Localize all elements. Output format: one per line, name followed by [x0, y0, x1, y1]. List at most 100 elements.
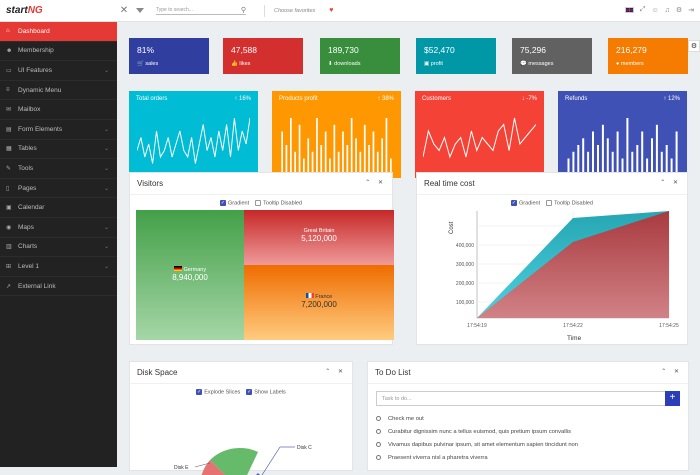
stat-card-members[interactable]: 216,279 ● members — [608, 38, 688, 74]
sparkline-bar — [567, 158, 570, 172]
panel-controls[interactable]: ⌃ ✕ — [660, 180, 681, 186]
settings-gear-icon[interactable]: ⚙ — [688, 40, 700, 52]
chevron-down-icon: ⌄ — [103, 244, 109, 251]
radio-circle-icon[interactable] — [376, 416, 381, 421]
sparkline-bar — [626, 118, 629, 172]
sidebar-item-tools[interactable]: ✎ Tools ⌄ — [0, 159, 117, 179]
sidebar-item-mailbox[interactable]: ✉ Mailbox — [0, 100, 117, 120]
sparkline-bar — [655, 124, 658, 172]
tooltip-checkbox[interactable]: Tooltip Disabled — [255, 200, 302, 206]
sidebar-item-tables[interactable]: ▦ Tables ⌄ — [0, 140, 117, 160]
sidebar-item-label: UI Features — [18, 66, 52, 74]
radio-circle-icon[interactable] — [376, 442, 381, 447]
task-input[interactable]: Task to do... + — [376, 391, 680, 406]
tooltip-checkbox[interactable]: Tooltip Disabled — [546, 200, 593, 206]
sidebar-item-label: Pages — [18, 184, 37, 192]
todo-item[interactable]: Vivamus dapibus pulvinar ipsum, sit amet… — [368, 438, 688, 451]
flag-fr-icon — [305, 293, 314, 298]
pie-label-disk-c: Disk C — [297, 445, 312, 451]
sidebar-item-external-link[interactable]: ↗ External Link — [0, 277, 117, 297]
sparkline-chart — [137, 117, 250, 164]
stat-card-profit[interactable]: $52,470 ▣ profit — [416, 38, 496, 74]
sparkline-bar — [368, 145, 370, 172]
sidebar-item-level-1[interactable]: ⊞ Level 1 ⌄ — [0, 257, 117, 277]
chevron-down-icon: ⌄ — [103, 126, 109, 133]
gradient-checkbox[interactable]: ✓ Gradient — [220, 200, 250, 207]
sparkline-bar — [646, 158, 649, 172]
triangle-down-icon[interactable] — [136, 8, 144, 13]
trend-card-title: Refunds — [565, 96, 588, 102]
stat-card-downloads[interactable]: 189,730 ⬇ downloads — [320, 38, 400, 74]
radio-circle-icon[interactable] — [376, 429, 381, 434]
todo-item[interactable]: Check me out — [368, 412, 688, 425]
stat-card-sales[interactable]: 81% 🛒 sales — [129, 38, 209, 74]
treemap-great-britain[interactable]: Great Britain 5,120,000 — [244, 210, 394, 265]
x-tick: 17:54:25 — [659, 323, 679, 329]
labels-checkbox[interactable]: ✓ Show Labels — [246, 389, 286, 396]
sidebar-item-membership[interactable]: ☻ Membership — [0, 42, 117, 62]
sidebar-item-maps[interactable]: ◉ Maps ⌄ — [0, 218, 117, 238]
disk-space-panel: Disk Space ⌃ ✕ ✓ Explode Slices ✓ Show Labe… — [129, 361, 353, 475]
realtime-title: Real time cost — [424, 179, 475, 188]
chevron-down-icon: ⌄ — [103, 224, 109, 231]
sidebar-item-pages[interactable]: ▯ Pages ⌄ — [0, 179, 117, 199]
comment-icon: 💬 — [520, 61, 527, 67]
panel-controls[interactable]: ⌃ ✕ — [325, 369, 346, 375]
pie-label-disk-e: Disk E — [174, 465, 189, 471]
panel-controls[interactable]: ⌃ ✕ — [365, 180, 386, 186]
sparkline-bar — [641, 131, 644, 172]
sparkline-bar — [636, 145, 639, 172]
sidebar-item-ui-features[interactable]: ▭ UI Features ⌄ — [0, 61, 117, 81]
cog-icon[interactable]: ⚙ — [675, 7, 683, 14]
sidebar-item-calendar[interactable]: ▣ Calendar — [0, 198, 117, 218]
sidebar-item-charts[interactable]: ▥ Charts ⌄ — [0, 238, 117, 258]
search-input[interactable]: Type to search... ⚲ — [156, 7, 246, 15]
user-icon[interactable]: ☺ — [651, 6, 659, 14]
series-red-area — [477, 211, 669, 318]
todo-item[interactable]: Curabitur dignissim nunc a tellus euismo… — [368, 425, 688, 438]
gradient-checkbox[interactable]: ✓ Gradient — [511, 200, 541, 207]
todo-text: Check me out — [388, 415, 424, 422]
flag-uk-icon[interactable] — [624, 7, 634, 13]
treemap-germany[interactable]: Germany 8,940,000 — [136, 210, 244, 340]
bell-icon[interactable]: ♫ — [664, 6, 670, 14]
sparkline-bar — [294, 151, 296, 172]
favorites-select[interactable]: Choose favorites — [274, 7, 316, 14]
stat-label: likes — [239, 61, 251, 67]
sparkline-bar — [320, 145, 323, 172]
stat-label: sales — [145, 61, 159, 67]
signout-icon[interactable]: ⇥ — [688, 7, 694, 14]
stat-card-likes[interactable]: 47,588 👍 likes — [223, 38, 303, 74]
add-task-button[interactable]: + — [665, 391, 680, 406]
sidebar-item-dynamic-menu[interactable]: ≡ Dynamic Menu — [0, 81, 117, 101]
close-icon[interactable]: ✕ — [119, 5, 129, 16]
expand-icon[interactable]: ⤢ — [639, 6, 646, 13]
sidebar-item-label: Calendar — [18, 204, 45, 212]
sparkline-bar — [285, 145, 288, 172]
envelope-icon: ✉ — [6, 107, 12, 114]
heart-icon[interactable]: ♥ — [329, 7, 334, 14]
sparkline-bar — [582, 138, 585, 172]
sidebar-item-label: Dashboard — [18, 27, 50, 35]
radio-circle-icon[interactable] — [376, 455, 381, 460]
panel-controls[interactable]: ⌃ ✕ — [661, 369, 682, 375]
brand-logo[interactable]: startNG — [6, 5, 43, 16]
sparkline-bar — [290, 118, 292, 172]
todo-item[interactable]: Praesent viverra nisl a pharetra viverra — [368, 451, 688, 464]
sidebar-item-dashboard[interactable]: ⌂ Dashboard — [0, 22, 117, 42]
pie-chart: Disk E Disk C — [174, 445, 312, 475]
stat-card-messages[interactable]: 75,296 💬 messages — [512, 38, 592, 74]
sparkline-bar — [324, 131, 327, 172]
search-icon[interactable]: ⚲ — [240, 7, 246, 14]
sidebar-item-form-elements[interactable]: ▤ Form Elements ⌄ — [0, 120, 117, 140]
treemap-france[interactable]: France 7,200,000 — [244, 265, 394, 340]
navbar-tools: ⤢ ☺ ♫ ⚙ ⇥ — [624, 6, 694, 14]
explode-checkbox[interactable]: ✓ Explode Slices — [196, 389, 241, 396]
user-icon: ● — [616, 61, 620, 67]
home-icon: ⌂ — [6, 28, 10, 35]
area-chart: Cost Time 100,000 200,000 300,000 400,00… — [449, 211, 679, 342]
trend-card-title: Customers — [422, 96, 452, 102]
sparkline-bar — [298, 124, 301, 172]
trend-card-percent: ↑ 12% — [663, 96, 680, 102]
sidebar-item-label: Maps — [18, 223, 34, 231]
